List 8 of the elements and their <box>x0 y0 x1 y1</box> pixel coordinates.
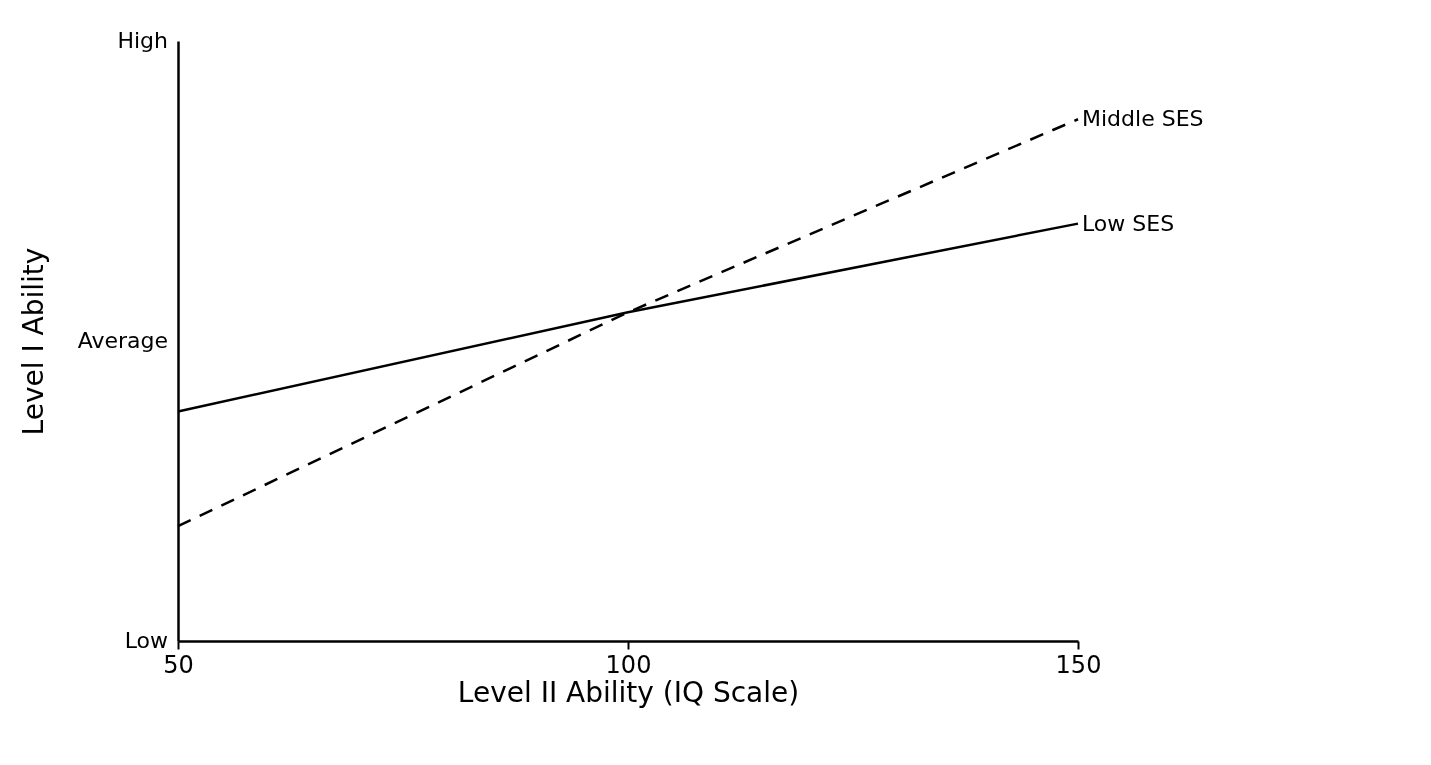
text: Low <box>124 628 168 653</box>
series-label: Low SES <box>1082 210 1175 236</box>
y-axis-title: Level I Ability <box>16 247 50 436</box>
x-tick-label: 150 <box>1055 650 1102 679</box>
series-label: Middle SES <box>1082 106 1204 132</box>
text: Average <box>77 328 168 353</box>
x-tick-label: 50 <box>163 650 194 679</box>
text: High <box>117 28 168 53</box>
